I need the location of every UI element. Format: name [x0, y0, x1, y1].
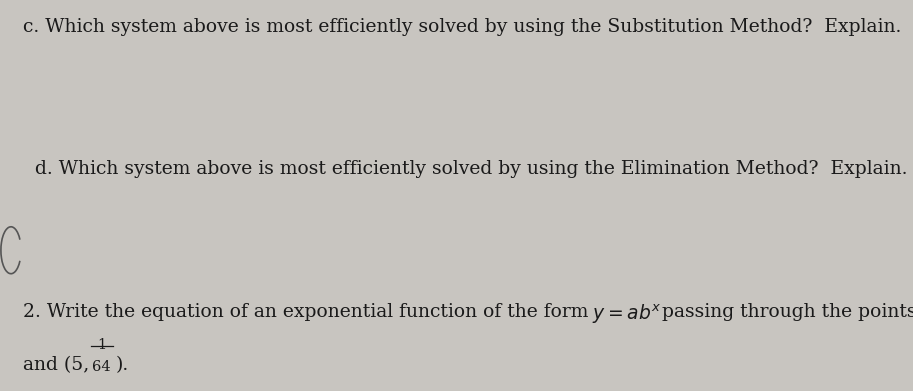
Text: d. Which system above is most efficiently solved by using the Elimination Method: d. Which system above is most efficientl…: [35, 160, 908, 178]
Text: $y = ab^x$: $y = ab^x$: [592, 303, 661, 326]
Text: 2. Write the equation of an exponential function of the form: 2. Write the equation of an exponential …: [23, 303, 594, 321]
Text: c. Which system above is most efficiently solved by using the Substitution Metho: c. Which system above is most efficientl…: [23, 18, 901, 36]
Text: ).: ).: [116, 356, 130, 374]
Text: 1: 1: [98, 338, 106, 352]
Text: passing through the points (2, 1): passing through the points (2, 1): [656, 303, 913, 321]
Text: and (5,: and (5,: [23, 356, 95, 374]
Text: 64: 64: [92, 360, 111, 374]
